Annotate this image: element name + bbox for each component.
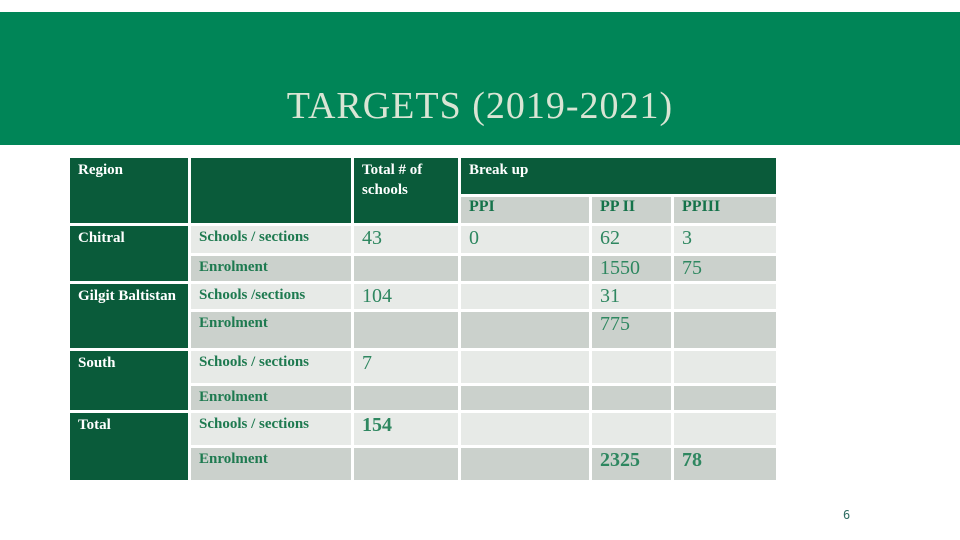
total-value xyxy=(354,312,458,348)
targets-table: Region Total # of schools Break up PPI P… xyxy=(67,155,779,483)
ppi-value xyxy=(461,284,589,309)
breakup-header-cell: Break up xyxy=(461,158,776,194)
ppiii-value xyxy=(674,312,776,348)
ppi-value xyxy=(461,312,589,348)
ppi-value xyxy=(461,386,589,410)
table-row-total-enrolment: Enrolment 2325 78 xyxy=(70,447,776,480)
region-cell-total: Total xyxy=(70,412,188,480)
ppiii-value: 3 xyxy=(674,226,776,253)
ppiii-value xyxy=(674,412,776,445)
row-label: Schools /sections xyxy=(191,284,351,309)
slide-title: TARGETS (2019-2021) xyxy=(286,85,674,127)
ppiii-value: 78 xyxy=(674,447,776,480)
row-label: Enrolment xyxy=(191,256,351,281)
total-schools-header-cell: Total # of schools xyxy=(354,158,458,223)
table-row-chitral-schools: Chitral Schools / sections 43 0 62 3 xyxy=(70,226,776,281)
ppii-column-header: PP II xyxy=(592,197,671,223)
row-label: Enrolment xyxy=(191,312,351,348)
row-label: Schools / sections xyxy=(191,412,351,445)
ppii-value: 2325 xyxy=(592,447,671,480)
ppiii-column-header: PPIII xyxy=(674,197,776,223)
row-label: Enrolment xyxy=(191,386,351,410)
ppi-column-header: PPI xyxy=(461,197,589,223)
region-cell-chitral: Chitral xyxy=(70,226,188,281)
row-label: Schools / sections xyxy=(191,226,351,253)
ppiii-value xyxy=(674,386,776,410)
ppiii-value: 75 xyxy=(674,256,776,281)
row-label: Enrolment xyxy=(191,447,351,480)
table-row-gilgit-enrolment: Enrolment 775 xyxy=(70,312,776,348)
total-value xyxy=(354,447,458,480)
table-row-south-enrolment: Enrolment xyxy=(70,386,776,410)
ppi-value: 0 xyxy=(461,226,589,253)
ppii-value: 31 xyxy=(592,284,671,309)
ppiii-value xyxy=(674,284,776,309)
total-value: 7 xyxy=(354,351,458,383)
total-value: 43 xyxy=(354,226,458,253)
total-value xyxy=(354,386,458,410)
header-row-2: PPI PP II PPIII xyxy=(70,197,776,223)
ppii-value: 775 xyxy=(592,312,671,348)
table-row-total-schools: Total Schools / sections 154 xyxy=(70,412,776,480)
ppii-value: 62 xyxy=(592,226,671,253)
title-band: TARGETS (2019-2021) xyxy=(0,12,960,145)
ppii-value xyxy=(592,412,671,445)
region-cell-south: South xyxy=(70,351,188,410)
page-number: 6 xyxy=(843,508,851,522)
ppii-value xyxy=(592,386,671,410)
ppi-value xyxy=(461,256,589,281)
table-row-gilgit-schools: Gilgit Baltistan Schools /sections 104 3… xyxy=(70,284,776,348)
row-label: Schools / sections xyxy=(191,351,351,383)
ppiii-value xyxy=(674,351,776,383)
ppi-value xyxy=(461,447,589,480)
header-row-1: Region Total # of schools Break up xyxy=(70,158,776,223)
total-value xyxy=(354,256,458,281)
ppi-value xyxy=(461,412,589,445)
table-row-chitral-enrolment: Enrolment 1550 75 xyxy=(70,256,776,281)
total-value: 154 xyxy=(354,412,458,445)
ppii-value xyxy=(592,351,671,383)
ppii-value: 1550 xyxy=(592,256,671,281)
total-value: 104 xyxy=(354,284,458,309)
region-cell-gilgit: Gilgit Baltistan xyxy=(70,284,188,348)
table-row-south-schools: South Schools / sections 7 xyxy=(70,351,776,410)
ppi-value xyxy=(461,351,589,383)
region-header-cell: Region xyxy=(70,158,188,223)
empty-header-cell xyxy=(191,158,351,223)
